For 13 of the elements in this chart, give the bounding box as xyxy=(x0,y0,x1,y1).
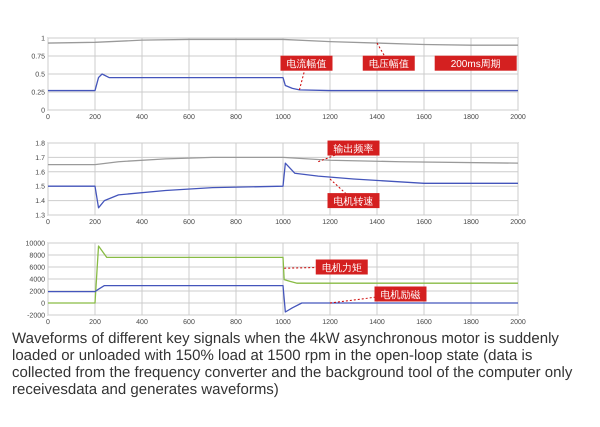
line-series xyxy=(47,156,519,166)
line-series xyxy=(47,284,519,313)
annotation: 电流幅值 xyxy=(286,58,326,70)
annotation: 电机力矩 xyxy=(322,262,362,274)
line-series xyxy=(47,162,519,208)
text: Waveforms of different key signals when the 4kW asynchronous motor is suddenly loaded or unloaded with 150% load at 1500 rpm in the open-loop state (data is collected from the frequency converter and the background tool of the computer only receivesdata and generates waveforms) xyxy=(12,330,574,398)
annotation: 200ms周期 xyxy=(450,58,501,70)
annotation: 电机励磁 xyxy=(380,289,420,301)
annotation: 电压幅值 xyxy=(368,58,409,70)
annotation: 电机转速 xyxy=(334,196,374,208)
line-series xyxy=(47,245,519,304)
annotation: 输出频率 xyxy=(334,143,374,156)
line-series xyxy=(47,73,519,92)
